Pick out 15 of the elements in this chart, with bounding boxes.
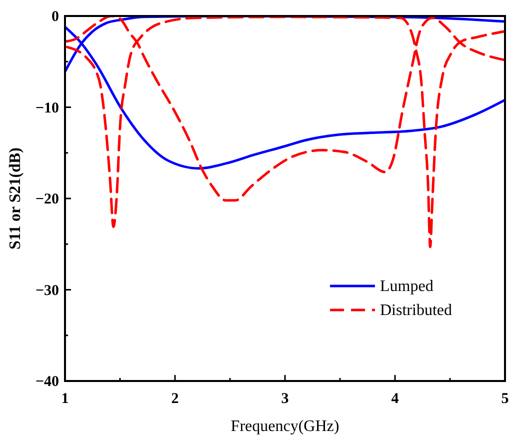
y-tick-label: −10: [35, 100, 59, 116]
legend-label: Lumped: [380, 278, 434, 295]
x-tick-label: 5: [501, 391, 509, 407]
x-tick-label: 4: [391, 391, 400, 407]
y-tick-label: −20: [35, 192, 59, 208]
y-axis-title: S11 or S21(dB): [7, 148, 24, 250]
legend-label: Distributed: [380, 302, 452, 319]
line-series: [66, 16, 505, 248]
x-tick-label: 1: [61, 391, 69, 407]
y-tick-label: −30: [35, 282, 59, 299]
x-tick-label: 3: [281, 391, 289, 407]
x-tick-label: 2: [171, 391, 179, 407]
x-axis-title: Frequency(GHz): [230, 418, 340, 435]
y-tick-label: 0: [52, 9, 59, 25]
y-tick-label: −40: [35, 374, 59, 390]
